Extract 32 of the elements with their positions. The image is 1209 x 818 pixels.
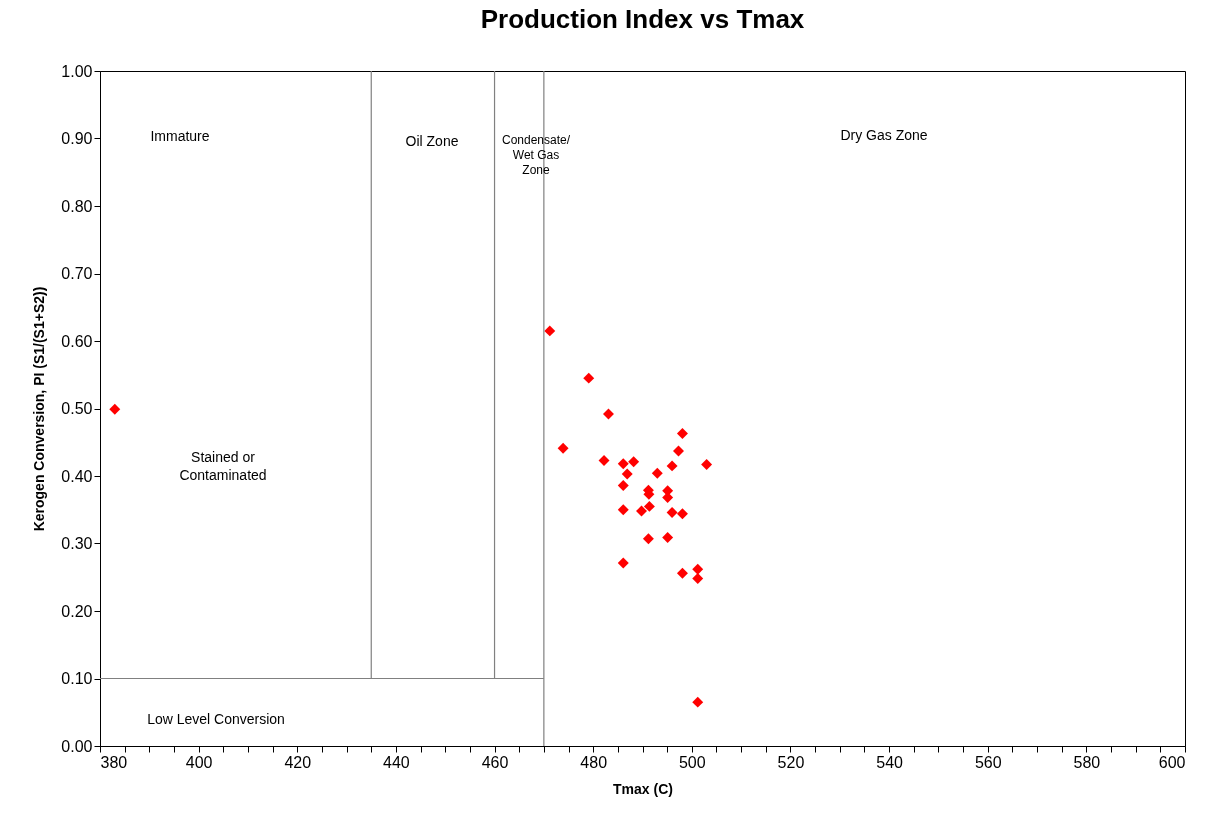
annotation: Stained or Contaminated xyxy=(179,449,267,483)
annotation: Oil Zone xyxy=(405,133,459,149)
y-tick-label: 0.60 xyxy=(61,332,93,350)
y-tick-label: 0.50 xyxy=(61,400,93,417)
x-tick-label: 500 xyxy=(678,753,706,771)
x-tick-label: 560 xyxy=(974,753,1002,771)
y-axis-title: Kerogen Conversion, PI (S1/(S1+S2)) xyxy=(31,286,48,532)
chart-title: Production Index vs Tmax xyxy=(480,4,805,34)
y-tick-label: 0.10 xyxy=(61,670,93,687)
x-tick-label: 520 xyxy=(777,753,805,771)
annotation: Dry Gas Zone xyxy=(840,127,928,143)
x-tick-label: 420 xyxy=(284,753,312,771)
x-tick-label: 460 xyxy=(481,753,509,771)
x-tick-label: 440 xyxy=(383,753,410,771)
annotation: Condensate/ Wet Gas Zone xyxy=(501,133,571,177)
y-tick-label: 0.90 xyxy=(61,130,93,147)
x-tick-label: 600 xyxy=(1158,753,1186,771)
y-tick-label: 0.20 xyxy=(61,602,93,620)
annotation: Low Level Conversion xyxy=(147,711,285,727)
x-axis-title: Tmax (C) xyxy=(613,780,673,797)
x-tick-label: 580 xyxy=(1073,753,1101,771)
y-tick-label: 1.00 xyxy=(61,62,93,80)
y-tick-label: 0.30 xyxy=(61,535,93,552)
x-tick-label: 400 xyxy=(185,753,213,771)
y-tick-label: 0.80 xyxy=(61,197,93,215)
x-tick-label: 540 xyxy=(876,753,904,771)
x-tick-label: 380 xyxy=(100,753,128,771)
y-tick-label: 0.00 xyxy=(61,737,93,755)
y-tick-label: 0.70 xyxy=(61,265,93,282)
annotation: Immature xyxy=(150,128,210,144)
y-tick-label: 0.40 xyxy=(61,467,93,485)
x-tick-label: 480 xyxy=(580,753,608,771)
